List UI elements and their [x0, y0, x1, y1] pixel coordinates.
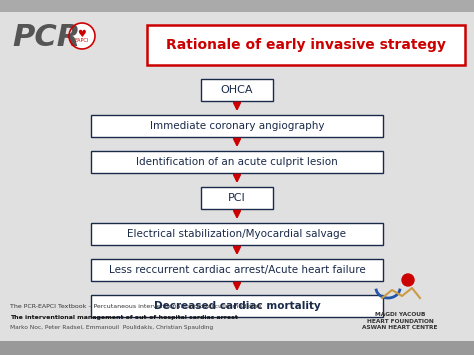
Text: EAPCI: EAPCI — [75, 38, 89, 44]
FancyBboxPatch shape — [201, 187, 273, 209]
Text: ♥: ♥ — [78, 29, 86, 39]
FancyBboxPatch shape — [91, 151, 383, 173]
Circle shape — [69, 23, 95, 49]
Bar — [0, 0, 474, 12]
Circle shape — [402, 274, 414, 286]
Text: Immediate coronary angiography: Immediate coronary angiography — [150, 121, 324, 131]
Text: Marko Noc, Peter Radsel, Emmanouil  Poulidakis, Christian Spaulding: Marko Noc, Peter Radsel, Emmanouil Pouli… — [10, 326, 213, 331]
Text: Less reccurrent cardiac arrest/Acute heart failure: Less reccurrent cardiac arrest/Acute hea… — [109, 265, 365, 275]
FancyBboxPatch shape — [147, 25, 465, 65]
FancyBboxPatch shape — [91, 259, 383, 281]
Text: MAGDI YACOUB
HEART FOUNDATION
ASWAN HEART CENTRE: MAGDI YACOUB HEART FOUNDATION ASWAN HEAR… — [362, 312, 438, 330]
FancyBboxPatch shape — [201, 79, 273, 101]
Text: The interventional management of out-of-hospital cardiac arrest: The interventional management of out-of-… — [10, 316, 238, 321]
FancyBboxPatch shape — [91, 295, 383, 317]
Text: PCI: PCI — [228, 193, 246, 203]
FancyBboxPatch shape — [91, 223, 383, 245]
Text: Rationale of early invasive strategy: Rationale of early invasive strategy — [166, 38, 446, 52]
Text: OHCA: OHCA — [221, 85, 253, 95]
Text: The PCR-EAPCI Textbook – Percutaneous interventional cardiovascular medicine: The PCR-EAPCI Textbook – Percutaneous in… — [10, 305, 261, 310]
Text: Identification of an acute culprit lesion: Identification of an acute culprit lesio… — [136, 157, 338, 167]
Text: PCR: PCR — [12, 23, 80, 53]
Bar — [0, 341, 474, 355]
FancyBboxPatch shape — [91, 115, 383, 137]
Text: Electrical stabilization/Myocardial salvage: Electrical stabilization/Myocardial salv… — [128, 229, 346, 239]
Text: Decreased cardiac mortality: Decreased cardiac mortality — [154, 301, 320, 311]
